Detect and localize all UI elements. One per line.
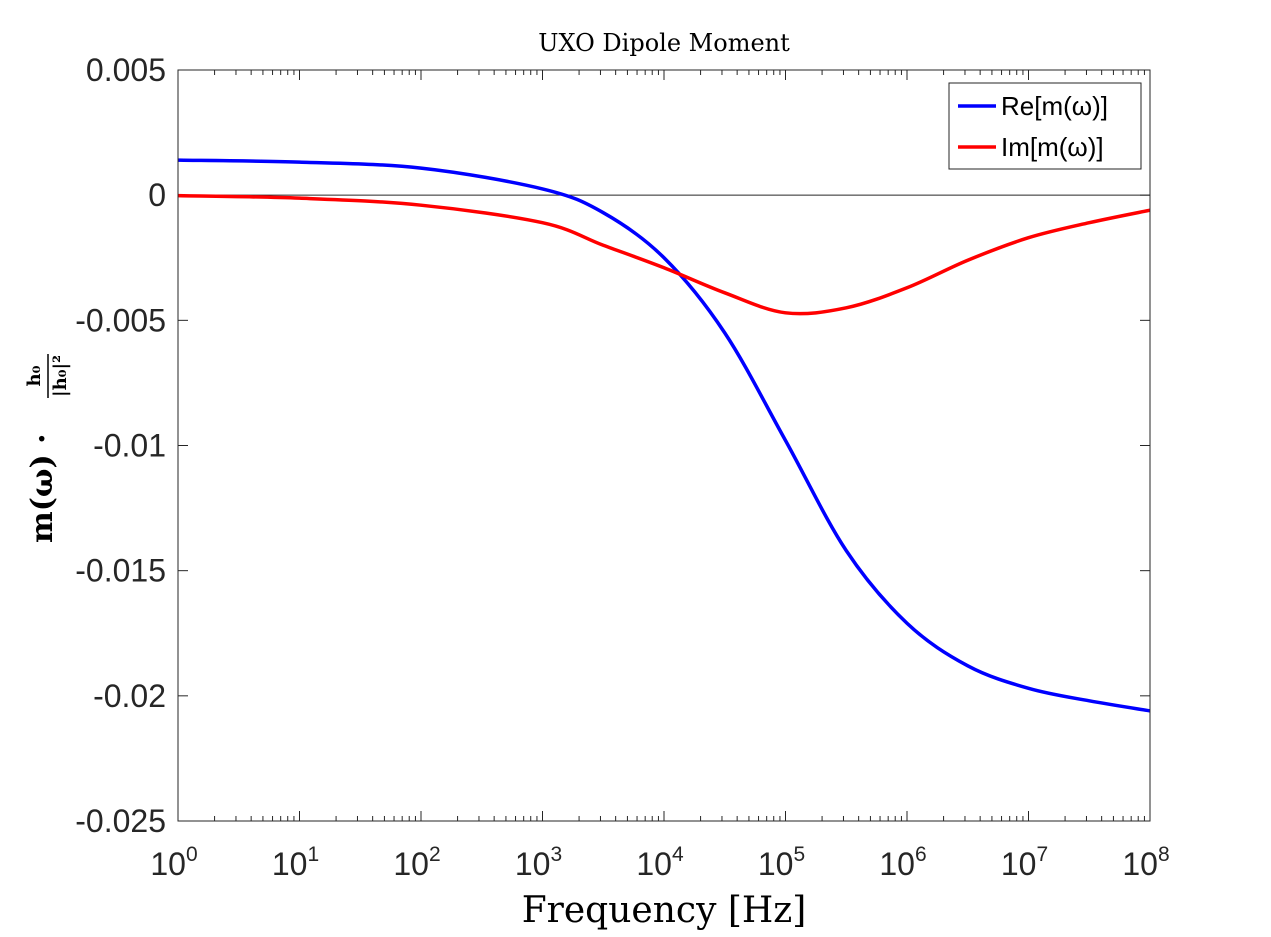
- axes-frame: [177, 69, 1151, 822]
- y-axis-label-frac-den: |h₀|²: [50, 355, 71, 397]
- x-tick-label: 104: [636, 843, 684, 882]
- x-tick-label: 107: [1001, 843, 1048, 882]
- chart-title: UXO Dipole Moment: [538, 29, 790, 57]
- y-tick-label: 0.005: [86, 52, 166, 88]
- legend-box: [948, 82, 1142, 170]
- y-axis-label: m(ω) · h₀ |h₀|²: [24, 354, 71, 543]
- series-layer: [177, 158, 1151, 713]
- y-tick-labels: 0.005 0 -0.005 -0.01 -0.015 -0.02 -0.025: [75, 52, 166, 839]
- x-tick-label: 100: [150, 843, 197, 882]
- series-line-0: [177, 158, 1151, 713]
- y-tick-label: -0.005: [75, 302, 166, 338]
- y-tick-label: -0.015: [75, 553, 166, 589]
- x-tick-labels: 100 101 102 103 104 105 106 107 108: [150, 843, 1169, 882]
- legend-label-re: Re[m(ω)]: [1001, 91, 1108, 121]
- y-tick-label: -0.025: [75, 803, 166, 839]
- series-line-1: [177, 193, 1151, 316]
- y-axis-label-frac-num: h₀: [24, 365, 45, 386]
- x-tick-label: 102: [393, 843, 440, 882]
- legend-label-im: Im[m(ω)]: [1001, 132, 1104, 162]
- x-tick-label: 108: [1122, 843, 1169, 882]
- plot-area: [178, 70, 1150, 821]
- y-tick-label: -0.01: [93, 428, 166, 464]
- x-axis-label: Frequency [Hz]: [522, 890, 807, 931]
- x-tick-label: 101: [272, 843, 319, 882]
- y-axis-label-main: m(ω) ·: [25, 433, 60, 543]
- legend: Re[m(ω)] Im[m(ω)]: [948, 82, 1142, 170]
- x-tick-label: 105: [758, 843, 805, 882]
- x-tick-label: 103: [515, 843, 562, 882]
- y-tick-label: -0.02: [93, 678, 166, 714]
- x-tick-label: 106: [879, 843, 926, 882]
- y-tick-label: 0: [148, 177, 166, 213]
